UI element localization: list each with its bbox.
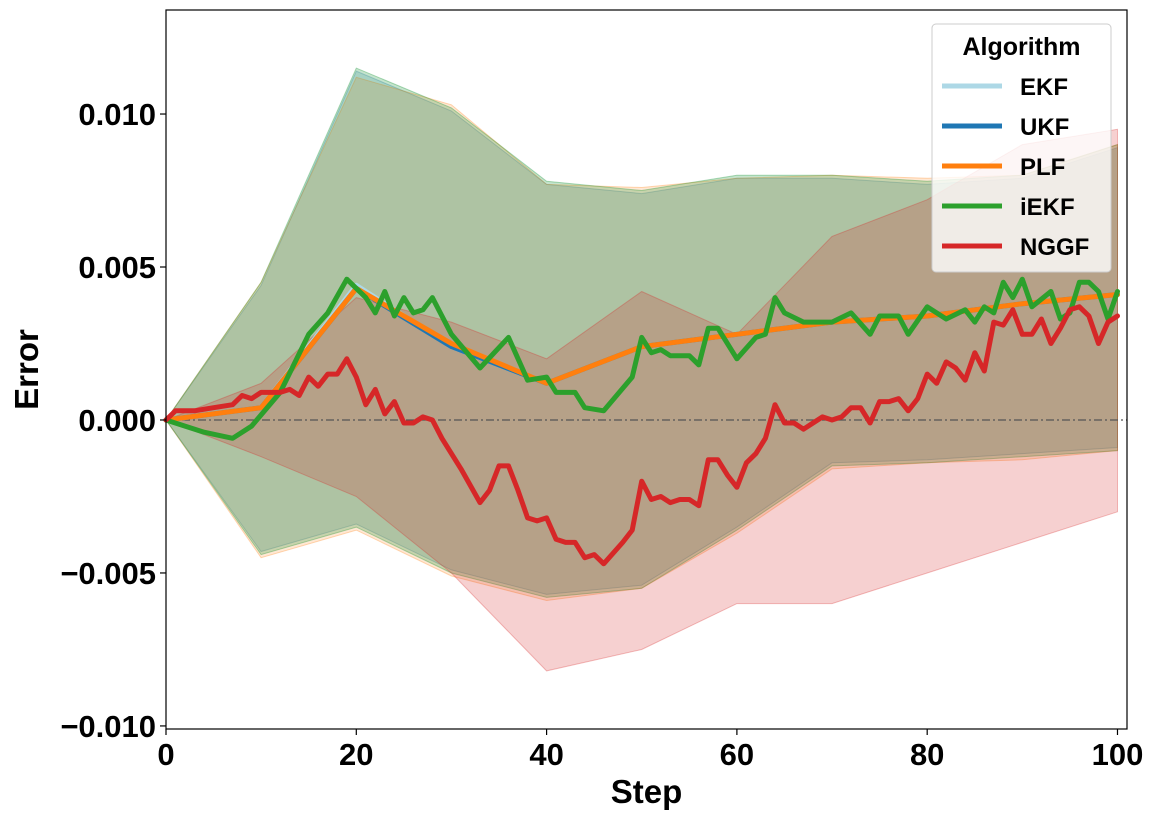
x-tick-label: 20 — [339, 737, 373, 772]
y-axis-label: Error — [8, 329, 45, 410]
x-tick-label: 40 — [529, 737, 563, 772]
plot-frame — [165, 9, 1128, 730]
y-tick-label: 0.005 — [78, 250, 156, 285]
series-lines — [163, 276, 1120, 567]
legend-label-iekf: iEKF — [1020, 194, 1075, 221]
confidence-bands — [164, 67, 1118, 672]
y-tick-label: −0.010 — [60, 709, 156, 744]
legend-label-ekf: EKF — [1020, 74, 1068, 101]
legend-items: EKF UKF PLF iEKF NGGF — [942, 74, 1089, 261]
x-tick-label: 100 — [1092, 737, 1144, 772]
x-tick-label: 80 — [910, 737, 944, 772]
x-tick-label: 60 — [720, 737, 754, 772]
x-axis-label: Step — [611, 773, 683, 810]
series-line-nggf — [163, 304, 1120, 567]
band-nggf — [164, 128, 1118, 672]
y-tick-label: −0.005 — [60, 556, 156, 591]
y-tick-label: 0.000 — [78, 403, 156, 438]
legend-label-nggf: NGGF — [1020, 234, 1089, 261]
x-axis-ticks: 0 20 40 60 80 100 — [157, 729, 1143, 772]
legend-title: Algorithm — [962, 33, 1080, 61]
y-tick-label: 0.010 — [78, 97, 156, 132]
y-axis-ticks: −0.010 −0.005 0.000 0.005 0.010 — [60, 97, 166, 744]
legend-label-ukf: UKF — [1020, 114, 1069, 141]
legend: Algorithm EKF UKF PLF iEKF NGGF — [931, 23, 1112, 273]
series-line-iekf — [163, 276, 1120, 441]
x-tick-label: 0 — [157, 737, 174, 772]
legend-label-plf: PLF — [1020, 154, 1065, 181]
